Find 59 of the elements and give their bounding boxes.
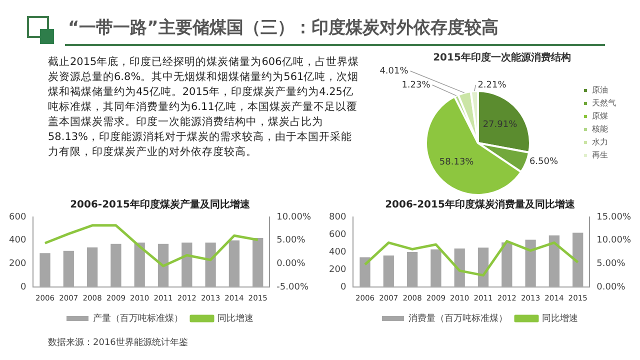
y-tick-label: 200 bbox=[328, 264, 346, 275]
y2-tick-label: 10.00% bbox=[596, 236, 632, 246]
legend-label: 水力 bbox=[592, 138, 608, 147]
bar bbox=[40, 253, 50, 287]
bar bbox=[158, 244, 169, 287]
data-label: 27.91% bbox=[482, 120, 518, 130]
y2-tick-label: 0.00% bbox=[276, 259, 306, 270]
bar bbox=[205, 242, 216, 287]
bar bbox=[228, 240, 240, 287]
y2-tick-label: 5.00% bbox=[596, 259, 626, 270]
legend-label: 产量（百万吨标准煤） bbox=[93, 312, 183, 324]
y-tick-label: 0 bbox=[20, 282, 26, 292]
data-label: 1.23% bbox=[402, 80, 431, 90]
chart-title: 2006-2015年印度煤炭产量及同比增速 bbox=[70, 198, 251, 211]
data-label: 4.01% bbox=[380, 66, 409, 76]
bar bbox=[110, 244, 122, 287]
y2-tick-label: 10.00% bbox=[276, 212, 312, 222]
legend-label: 原油 bbox=[592, 86, 608, 95]
bar bbox=[525, 240, 536, 287]
y-tick-label: 800 bbox=[328, 212, 346, 222]
bar bbox=[430, 249, 442, 287]
bar bbox=[383, 256, 394, 287]
y2-tick-label: 5.00% bbox=[276, 236, 306, 246]
bar bbox=[406, 252, 418, 287]
bar bbox=[252, 238, 264, 287]
data-label: 2.21% bbox=[478, 80, 507, 90]
legend-label: 同比增速 bbox=[542, 312, 578, 324]
bar bbox=[502, 242, 512, 287]
y-tick-label: 400 bbox=[328, 247, 346, 258]
legend-label: 天然气 bbox=[592, 98, 616, 108]
y2-tick-label: -5.00% bbox=[276, 282, 309, 292]
data-label: 58.13% bbox=[439, 157, 474, 168]
legend-label: 核能 bbox=[591, 124, 608, 134]
y-tick-label: 0 bbox=[340, 282, 346, 292]
bar bbox=[134, 242, 145, 287]
bar bbox=[182, 242, 192, 287]
legend-label: 同比增速 bbox=[218, 312, 254, 324]
bar bbox=[454, 248, 465, 287]
y2-tick-label: 0.00% bbox=[596, 282, 626, 292]
legend-label: 消费量（百万吨标准煤） bbox=[408, 312, 508, 324]
bar bbox=[478, 248, 489, 287]
legend-label: 再生 bbox=[592, 150, 608, 160]
y2-tick-label: 15.00% bbox=[596, 212, 632, 222]
chart-title: 2006-2015年印度煤炭消费量及同比增速 bbox=[385, 198, 576, 211]
y-tick-label: 400 bbox=[8, 236, 26, 246]
chart-title: 2015年印度一次能源消费结构 bbox=[433, 52, 571, 64]
y-tick-label: 600 bbox=[328, 230, 346, 240]
bar bbox=[572, 232, 584, 287]
y-tick-label: 200 bbox=[8, 259, 26, 270]
legend-label: 原煤 bbox=[592, 112, 608, 121]
text: 截止2015年底，印度已经探明的煤炭储量为606亿吨，占世界煤炭资源总量的6.8%。其中无烟煤和烟煤储量约为561亿吨，次烟煤和褐煤储量约为45亿吨。2015年，印度煤炭产量约为4.25亿吨标准煤，其同年消费量约为6.11亿吨，本国煤炭产量不足以覆盖本国煤炭需求。印度一次能源消费结构中，煤炭占比为58.13%，印度能源消耗对于煤炭的需求较高，由于本国开采能力有限，印度煤炭产业的对外依存度较高。 bbox=[48, 55, 360, 160]
bar bbox=[360, 257, 370, 287]
bar bbox=[63, 250, 74, 287]
bar bbox=[548, 235, 560, 287]
bar bbox=[86, 247, 98, 287]
source-note: 数据来源：2016世界能源统计年鉴 bbox=[48, 336, 188, 349]
text: “一带一路”主要储煤国（三）：印度煤炭对外依存度较高 bbox=[68, 17, 500, 39]
y-tick-label: 600 bbox=[8, 212, 26, 222]
data-label: 6.50% bbox=[529, 157, 558, 167]
